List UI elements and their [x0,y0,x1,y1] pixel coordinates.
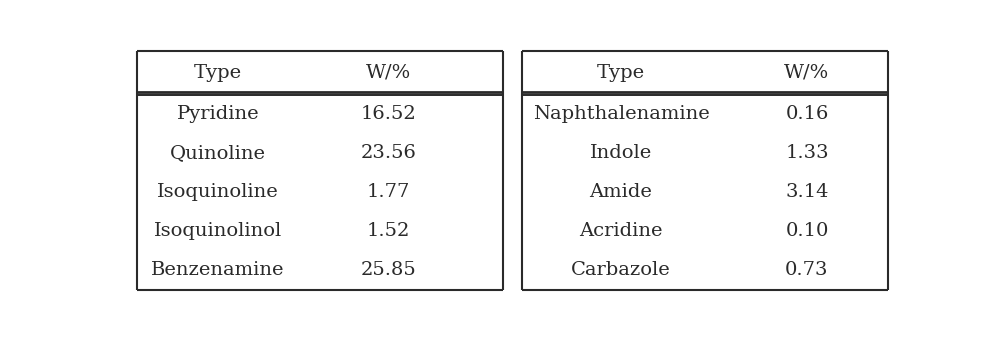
Text: 25.85: 25.85 [361,261,416,279]
Text: 3.14: 3.14 [785,183,829,201]
Text: Indole: Indole [590,144,652,162]
Text: Isoquinoline: Isoquinoline [157,183,279,201]
Text: 1.77: 1.77 [367,183,410,201]
Text: Type: Type [194,64,242,82]
Text: Quinoline: Quinoline [170,144,266,162]
Text: Type: Type [597,64,645,82]
Text: Naphthalenamine: Naphthalenamine [533,105,709,123]
Text: Acridine: Acridine [579,222,663,240]
Text: W/%: W/% [784,64,830,82]
Text: 1.52: 1.52 [367,222,410,240]
Text: Carbazole: Carbazole [571,261,671,279]
Text: Pyridine: Pyridine [177,105,259,123]
Text: Benzenamine: Benzenamine [151,261,285,279]
Text: 0.73: 0.73 [785,261,829,279]
Text: 0.10: 0.10 [785,222,829,240]
Text: Isoquinolinol: Isoquinolinol [154,222,282,240]
Text: 16.52: 16.52 [361,105,416,123]
Text: Amide: Amide [590,183,652,201]
Text: 23.56: 23.56 [361,144,416,162]
Text: W/%: W/% [366,64,411,82]
Text: 0.16: 0.16 [785,105,829,123]
Text: 1.33: 1.33 [785,144,829,162]
